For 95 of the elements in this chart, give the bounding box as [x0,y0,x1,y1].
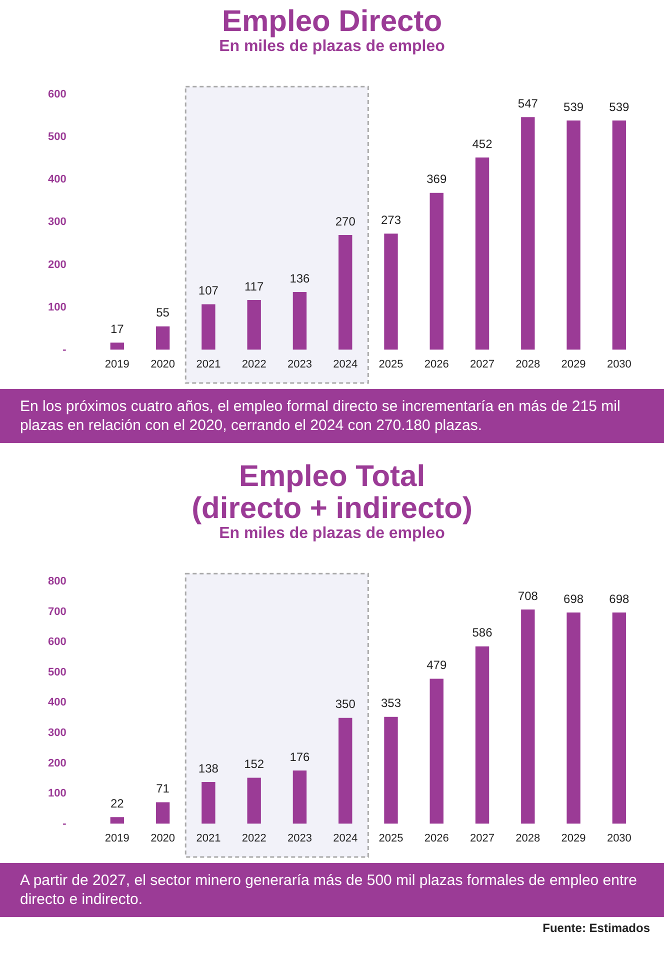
x-tick-label: 2030 [606,832,632,844]
bar [110,817,124,824]
bar [475,158,490,350]
x-tick-label: 2026 [424,832,449,844]
chart-subtitle: En miles de plazas de empleo [218,525,446,543]
y-tick-label: 100 [48,301,66,314]
data-label: 22 [110,796,124,810]
y-tick-label: 100 [48,788,66,800]
data-label: 698 [564,592,584,606]
y-tick-label: 200 [48,757,66,770]
bar [202,304,216,350]
x-tick-label: 2025 [378,358,404,370]
y-tick-label: - [62,818,67,830]
y-tick-label: 300 [48,727,66,740]
y-tick-label: 600 [48,636,66,648]
x-tick-label: 2022 [242,832,266,844]
x-tick-label: 2024 [333,832,358,844]
bar [338,718,352,824]
bar [475,646,490,824]
data-label: 136 [290,271,310,286]
bar [521,117,535,350]
data-label: 270 [335,214,356,228]
x-tick-label: 2020 [150,832,176,844]
x-tick-label: 2024 [333,358,358,370]
bar [612,120,626,350]
bar [156,802,170,824]
data-label: 71 [156,782,170,796]
chart-subtitle: En miles de plazas de empleo [218,38,446,56]
data-label: 152 [244,757,264,772]
x-tick-label: 2019 [104,832,130,844]
x-tick-label: 2029 [561,358,586,370]
bar [338,234,352,350]
bar [247,300,261,350]
chart-title: Empleo Total (directo + indirecto) [190,459,474,525]
data-label: 369 [426,172,447,186]
data-label: 55 [156,306,170,320]
bar [430,678,444,824]
y-tick-label: 700 [48,606,66,618]
bar [384,716,398,824]
x-tick-label: 2027 [470,358,495,370]
y-tick-label: 600 [48,88,66,101]
bar [110,342,124,350]
bar [612,612,626,824]
chart-title: Empleo Directo [220,4,444,38]
data-label: 539 [564,100,584,114]
bar [521,609,535,824]
data-label: 17 [110,322,124,336]
data-label: 708 [518,588,538,603]
data-label: 479 [426,658,447,672]
y-tick-label: 500 [48,131,66,144]
data-label: 452 [472,136,493,151]
x-tick-label: 2023 [287,832,312,844]
bar [292,770,307,824]
x-tick-label: 2025 [378,832,404,844]
data-label: 273 [380,212,402,227]
x-tick-label: 2028 [516,832,540,844]
y-tick-label: - [62,344,67,356]
y-tick-label: 300 [48,216,66,228]
y-tick-label: 400 [48,696,66,709]
bar [292,292,307,350]
x-tick-label: 2028 [516,358,540,370]
data-label: 353 [380,696,402,710]
x-tick-label: 2029 [561,832,586,844]
data-label: 176 [290,750,310,764]
x-tick-label: 2020 [150,358,176,370]
text: A partir de 2027, el sector minero generaría más de 500 mil plazas formales de empleo entre directo e indirecto. [0,863,664,917]
data-label: 107 [198,284,219,298]
bar [566,120,580,350]
data-label: 117 [244,279,264,294]
source-note: Fuente: Estimados [542,920,651,935]
data-label: 698 [609,592,630,606]
x-tick-label: 2019 [104,358,130,370]
y-tick-label: 500 [48,666,66,678]
x-tick-label: 2021 [196,358,221,370]
x-tick-label: 2026 [424,358,449,370]
data-label: 586 [472,626,493,640]
data-label: 547 [518,96,538,110]
y-tick-label: 400 [48,174,66,186]
bar [384,234,398,350]
bar [156,326,170,350]
bar [430,192,444,350]
x-tick-label: 2023 [287,358,312,370]
x-tick-label: 2021 [196,832,221,844]
bar [247,778,261,824]
bar [566,612,580,824]
x-tick-label: 2030 [606,358,632,370]
text: En los próximos cuatro años, el empleo formal directo se incrementaría en más de 215 mil plazas en relación con el 2020, cerrando el 2024 con 270.180 plazas. [0,389,664,443]
y-tick-label: 200 [48,258,66,271]
x-tick-label: 2022 [242,358,266,370]
data-label: 350 [335,697,356,712]
bar [202,782,216,824]
y-tick-label: 800 [48,576,66,588]
x-tick-label: 2027 [470,832,495,844]
data-label: 138 [198,761,219,776]
data-label: 539 [609,100,630,114]
